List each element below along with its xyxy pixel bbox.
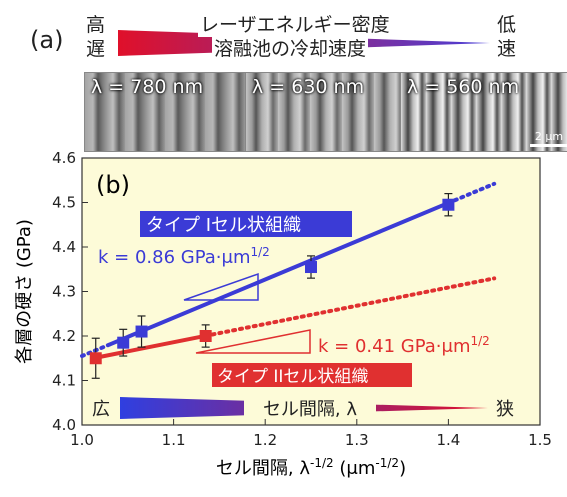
y-axis-label: 各層の硬さ (GPa) [14,219,35,364]
wavelength-label: λ = 560 nm [407,76,520,98]
panel-a-label: (a) [30,26,64,54]
y-tick-label: 4.6 [52,149,76,167]
x-tick-label: 1.3 [345,431,369,449]
type1-label: タイプ Iセル状組織 [146,215,301,236]
wide-label: 広 [92,399,110,420]
panel-b-label: (b) [96,171,130,199]
y-tick-label: 4.3 [52,283,76,301]
type1-slope-triangle [183,272,259,301]
wavelength-label: λ = 630 nm [252,76,365,98]
energy-low-label: 低 [497,14,517,36]
cooling-slow-label: 遅 [86,38,106,60]
fit-line-dotted [203,276,497,338]
x-tick-label: 1.2 [253,431,277,449]
micrograph-630: λ = 630 nm [245,72,420,152]
data-point [117,336,130,349]
y-tick-label: 4.4 [52,238,76,256]
y-tick-label: 4.1 [52,372,76,390]
type1-label-box [140,211,352,237]
y-tick-label: 4.5 [52,194,76,212]
x-axis-label: セル間隔, λ-1/2 (μm-1/2) [216,456,406,479]
x-tick-label: 1.5 [528,431,552,449]
fit-line-solid [108,201,450,347]
micrograph-780: λ = 780 nm [84,72,259,152]
energy-high-label: 高 [86,14,106,36]
arrow-caption: セル間隔, λ [263,399,357,420]
wavelength-label: λ = 780 nm [91,76,204,98]
y-tick-label: 4.0 [52,416,76,434]
scale-bar-label: 2 μm [534,130,564,143]
narrow-label: 狭 [496,399,514,420]
scale-bar: 2 μm [530,130,567,147]
x-tick-label: 1.1 [162,431,186,449]
y-tick-label: 4.2 [52,327,76,345]
arrow-caption-bg [244,396,376,420]
data-point [199,330,212,342]
data-point [305,261,317,274]
type2-slope-label: k = 0.41 GPa·μm1/2 [318,334,490,357]
cooling-fast-label: 速 [497,38,517,60]
data-point [89,352,102,365]
type1-slope-label: k = 0.86 GPa·μm1/2 [98,245,270,268]
fit-line-solid [95,333,207,360]
type2-label: タイプ IIセル状組織 [217,367,368,387]
type2-slope-triangle [195,329,311,354]
energy-density-caption: レーザエネルギー密度 [198,10,392,37]
cooling-rate-caption: 溶融池の冷却速度 [212,34,369,61]
x-tick-label: 1.4 [436,431,460,449]
data-point [135,325,148,338]
micrograph-560: λ = 560 nm 2 μm [400,72,567,152]
type2-label-box [212,363,412,387]
data-point [442,198,455,211]
cell-spacing-arrow: セル間隔, λ 広 狭 [92,396,514,420]
x-tick-label: 1.0 [70,431,94,449]
fit-line-dotted [446,181,497,205]
